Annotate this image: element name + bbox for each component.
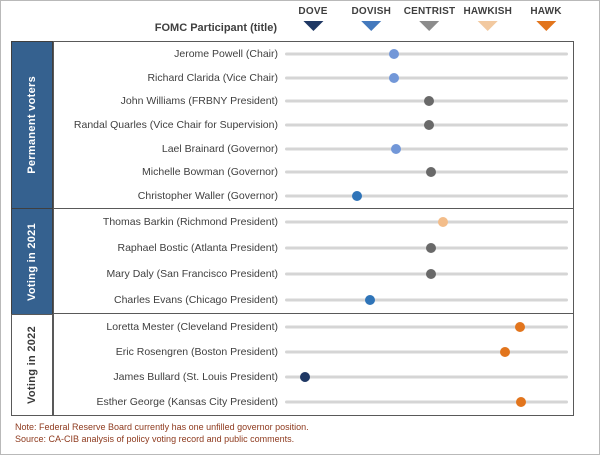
hawkish-triangle-icon (477, 21, 498, 31)
legend-label: HAWKISH (463, 6, 513, 17)
participant-label: Thomas Barkin (Richmond President) (102, 216, 278, 228)
footnote-note: Note: Federal Reserve Board currently ha… (15, 422, 309, 432)
legend-item-centrist: CENTRIST (404, 6, 456, 31)
row-line (285, 325, 568, 329)
legend-label: DOVE (298, 6, 328, 17)
row-line (285, 375, 568, 379)
legend-item-hawkish: HAWKISH (463, 6, 512, 31)
participant-label: Lael Brainard (Governor) (161, 142, 278, 155)
dovish-triangle-icon (361, 21, 382, 31)
section-label: Voting in 2021 (26, 222, 38, 301)
participant-row: Charles Evans (Chicago President) (54, 287, 573, 313)
participant-row: Richard Clarida (Vice Chair) (54, 66, 573, 90)
legend-label: CENTRIST (403, 6, 456, 17)
participant-row: Mary Daly (San Francisco President) (54, 261, 573, 287)
legend-label: DOVISH (351, 6, 392, 17)
row-line (285, 220, 568, 224)
participant-label: Jerome Powell (Chair) (174, 47, 278, 60)
participant-column-header: FOMC Participant (title) (154, 22, 277, 34)
section-voting-2021: Voting in 2021 (11, 208, 53, 315)
participant-row: Michelle Bowman (Governor) (54, 161, 573, 185)
position-dot (437, 217, 448, 227)
hawk-triangle-icon (535, 21, 556, 31)
legend-item-dovish: DOVISH (351, 6, 391, 31)
section-voting-2022: Voting in 2022 (11, 314, 53, 416)
row-line (285, 298, 568, 302)
row-line (285, 350, 568, 354)
row-line (285, 147, 568, 151)
footnote-source: Source: CA-CIB analysis of policy voting… (15, 434, 295, 444)
participant-row: Eric Rosengren (Boston President) (54, 339, 573, 364)
position-dot (300, 372, 311, 383)
section-label: Voting in 2022 (26, 326, 38, 404)
participant-row: Raphael Bostic (Atlanta President) (54, 235, 573, 261)
position-dot (423, 120, 434, 131)
participant-label: Esther George (Kansas City President) (96, 396, 279, 409)
position-dot (515, 321, 526, 332)
rows-permanent-voters: Jerome Powell (Chair) Richard Clarida (Vi… (54, 42, 573, 209)
legend-item-dove: DOVE (298, 6, 327, 31)
participant-row: Randal Quarles (Vice Chair for Supervisi… (54, 113, 573, 137)
position-dot (426, 167, 437, 178)
row-line (285, 194, 568, 198)
participant-row: Thomas Barkin (Richmond President) (54, 209, 573, 235)
position-dot (388, 72, 399, 83)
row-line (285, 400, 568, 404)
dot-plot-area: Jerome Powell (Chair) Richard Clarida (Vi… (53, 41, 574, 416)
position-dot (388, 48, 399, 59)
section-permanent-voters: Permanent voters (11, 41, 53, 209)
dove-triangle-icon (302, 21, 323, 31)
participant-label: Eric Rosengren (Boston President) (115, 345, 278, 358)
rows-voting-2022: Loretta Mester (Cleveland President) Eric… (54, 314, 573, 415)
participant-row: Loretta Mester (Cleveland President) (54, 314, 573, 339)
participant-row: Lael Brainard (Governor) (54, 137, 573, 161)
legend-label: HAWK (530, 6, 562, 17)
section-label: Permanent voters (26, 76, 38, 174)
position-dot (364, 295, 375, 305)
position-dot (500, 346, 511, 357)
participant-row: Jerome Powell (Chair) (54, 42, 573, 66)
participant-label: Christopher Waller (Governor) (137, 190, 278, 203)
position-dot (352, 191, 363, 202)
centrist-triangle-icon (419, 21, 440, 31)
position-dot (423, 96, 434, 107)
row-line (285, 76, 568, 80)
legend-item-hawk: HAWK (530, 6, 561, 31)
position-dot (515, 397, 526, 408)
row-line (285, 52, 568, 56)
participant-row: James Bullard (St. Louis President) (54, 365, 573, 390)
position-dot (426, 269, 437, 279)
participant-label: James Bullard (St. Louis President) (113, 371, 278, 384)
participant-label: Raphael Bostic (Atlanta President) (117, 242, 279, 254)
participant-label: Richard Clarida (Vice Chair) (147, 71, 278, 84)
participant-row: John Williams (FRBNY President) (54, 89, 573, 113)
participant-label: Charles Evans (Chicago President) (114, 294, 278, 306)
participant-row: Esther George (Kansas City President) (54, 390, 573, 415)
position-dot (426, 243, 437, 253)
position-dot (391, 143, 402, 154)
participant-label: John Williams (FRBNY President) (120, 95, 278, 108)
participant-label: Randal Quarles (Vice Chair for Supervisi… (73, 119, 278, 132)
participant-label: Loretta Mester (Cleveland President) (106, 320, 278, 333)
rows-voting-2021: Thomas Barkin (Richmond President) Raphae… (54, 209, 573, 314)
participant-label: Michelle Bowman (Governor) (142, 166, 278, 179)
participant-label: Mary Daly (San Francisco President) (106, 268, 278, 280)
participant-row: Christopher Waller (Governor) (54, 184, 573, 208)
